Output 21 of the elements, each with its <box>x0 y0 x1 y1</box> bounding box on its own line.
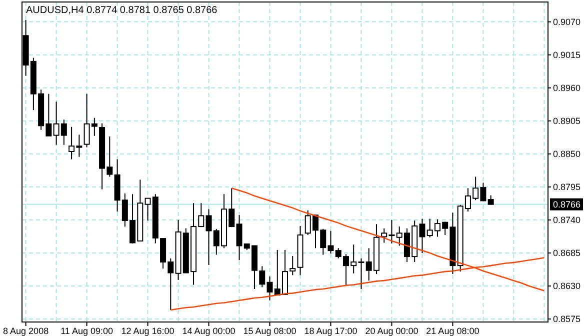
y-tick-label: 0.8575 <box>553 314 581 324</box>
x-tick-label: 12 Aug 16:00 <box>121 326 174 336</box>
y-tick-label: 0.9070 <box>553 16 581 27</box>
x-tick-label: 8 Aug 2008 <box>3 326 49 336</box>
y-tick-label: 0.8740 <box>553 215 581 226</box>
y-tick-label: 0.9015 <box>553 50 581 60</box>
x-tick-label: 11 Aug 09:00 <box>60 326 113 336</box>
candlestick <box>488 194 494 206</box>
y-tick-label: 0.8795 <box>553 182 581 192</box>
chart-title: AUDUSD,H4 0.8774 0.8781 0.8765 0.8766 <box>26 5 218 16</box>
y-tick-label: 0.8850 <box>553 149 581 160</box>
ref-line-label: 0.8766 <box>553 199 581 210</box>
y-tick-label: 0.8685 <box>553 248 581 258</box>
y-tick-label: 0.8905 <box>553 116 581 126</box>
x-tick-label: 15 Aug 08:00 <box>243 326 296 336</box>
y-tick-label: 0.8960 <box>553 83 581 94</box>
x-tick-label: 20 Aug 00:00 <box>365 326 418 336</box>
x-tick-label: 18 Aug 17:00 <box>304 326 358 336</box>
x-tick-label: 14 Aug 00:00 <box>182 326 236 336</box>
y-tick-label: 0.8630 <box>553 281 581 292</box>
x-tick-label: 21 Aug 08:00 <box>426 326 480 336</box>
